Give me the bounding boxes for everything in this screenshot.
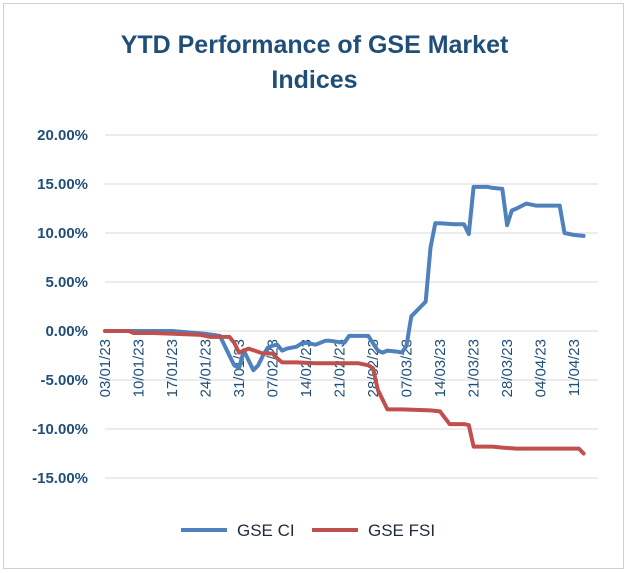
series-lines bbox=[103, 184, 586, 456]
y-tick-label: -15.00% bbox=[32, 470, 88, 487]
y-axis-tick-labels: 20.00% 15.00% 10.00% 5.00% 0.00% -5.00% -10.00… bbox=[32, 127, 88, 487]
legend: GSE CI GSE FSI bbox=[181, 521, 435, 540]
series-line-gse-ci bbox=[103, 184, 586, 373]
x-tick-label: 10/01/23 bbox=[131, 339, 148, 397]
legend-label: GSE CI bbox=[237, 521, 295, 540]
y-tick-label: 5.00% bbox=[45, 274, 88, 291]
legend-label: GSE FSI bbox=[368, 521, 435, 540]
y-tick-label: 20.00% bbox=[37, 127, 88, 144]
x-tick-label: 04/04/23 bbox=[533, 339, 550, 397]
y-tick-label: 15.00% bbox=[37, 176, 88, 193]
series-line-gse-fsi bbox=[103, 329, 586, 456]
x-tick-label: 21/02/23 bbox=[332, 339, 349, 397]
x-axis-tick-labels: 03/01/23 10/01/23 17/01/23 24/01/23 31/01/23… bbox=[97, 339, 583, 397]
x-tick-label: 17/01/23 bbox=[164, 339, 181, 397]
x-tick-label: 24/01/23 bbox=[198, 339, 215, 397]
gridlines bbox=[105, 134, 598, 479]
x-tick-label: 11/04/23 bbox=[566, 339, 583, 396]
x-tick-label: 03/01/23 bbox=[97, 339, 114, 397]
x-tick-label: 28/03/23 bbox=[499, 339, 516, 397]
y-tick-label: -10.00% bbox=[32, 421, 88, 438]
x-tick-label: 21/03/23 bbox=[466, 339, 483, 397]
x-tick-label: 14/02/23 bbox=[298, 339, 315, 397]
chart-title-line-1: YTD Performance of GSE Market bbox=[120, 31, 509, 59]
y-tick-label: 0.00% bbox=[45, 323, 88, 340]
x-tick-label: 14/03/23 bbox=[432, 339, 449, 397]
chart-frame bbox=[3, 3, 624, 569]
y-tick-label: 10.00% bbox=[37, 225, 88, 242]
y-tick-label: -5.00% bbox=[40, 372, 88, 389]
chart-title-line-2: Indices bbox=[271, 66, 358, 94]
chart-title: YTD Performance of GSE Market Indices bbox=[0, 28, 629, 98]
